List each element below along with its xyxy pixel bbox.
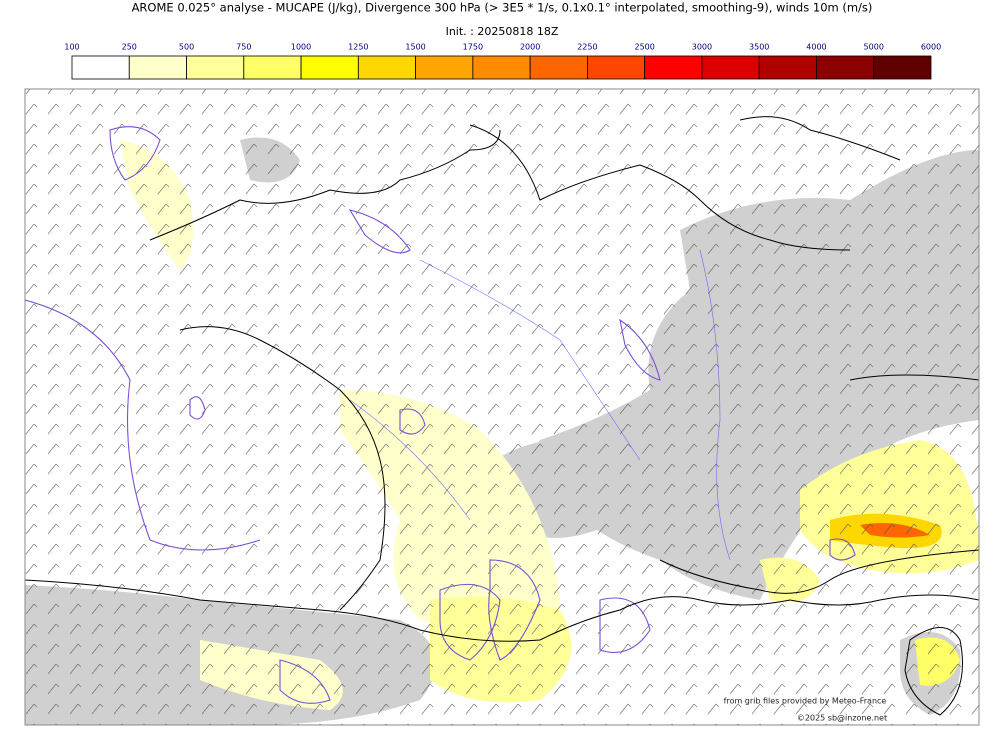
- colorbar-segment: [529, 55, 588, 80]
- colorbar-label: 250: [122, 43, 137, 52]
- colorbar-segment: [357, 55, 417, 80]
- colorbar-label: 6000: [921, 43, 941, 52]
- colorbar-label: 1500: [405, 43, 425, 52]
- wind-barbs: [25, 89, 979, 725]
- colorbar-segment: [71, 55, 130, 80]
- colorbar-label: 2250: [577, 43, 597, 52]
- copyright: ©2025 sb@inzone.net: [797, 714, 887, 723]
- colorbar-label: 1250: [348, 43, 368, 52]
- source-credit: from grib files provided by Meteo-France: [724, 697, 887, 706]
- colorbar-label: 750: [236, 43, 251, 52]
- colorbar-segment: [415, 55, 474, 80]
- colorbar-segment: [816, 55, 875, 80]
- colorbar-label: 4000: [806, 43, 826, 52]
- colorbar-label: 3000: [692, 43, 712, 52]
- map-area: [25, 89, 979, 725]
- colorbar-segment: [644, 55, 703, 80]
- init-time: Init. : 20250818 18Z: [446, 25, 559, 38]
- colorbar-segment: [873, 55, 932, 80]
- map-title: AROME 0.025° analyse - MUCAPE (J/kg), Di…: [132, 1, 873, 15]
- colorbar-segment: [587, 55, 646, 80]
- divergence-contours: [25, 126, 856, 704]
- colorbar-label: 500: [179, 43, 194, 52]
- colorbar-label: 3500: [749, 43, 769, 52]
- colorbar-segment: [758, 55, 817, 80]
- colorbar-segment: [300, 55, 359, 80]
- colorbar-label: 100: [64, 43, 79, 52]
- colorbar-segment: [243, 55, 302, 80]
- colorbar-segment: [128, 55, 187, 80]
- colorbar-label: 2500: [634, 43, 654, 52]
- rivers: [349, 249, 731, 561]
- colorbar-label: 1000: [291, 43, 311, 52]
- colorbar-segment: [186, 55, 245, 80]
- colorbar-label: 1750: [463, 43, 483, 52]
- colorbar-label: 5000: [864, 43, 884, 52]
- colorbar-label: 2000: [520, 43, 540, 52]
- colorbar: 100 250 500 750 1000 1250 1500 1750 2000 2250 2500…: [64, 43, 941, 80]
- map-frame: [24, 88, 980, 726]
- colorbar-segment: [472, 55, 531, 80]
- colorbar-segment: [701, 55, 760, 80]
- coastlines: [25, 116, 979, 716]
